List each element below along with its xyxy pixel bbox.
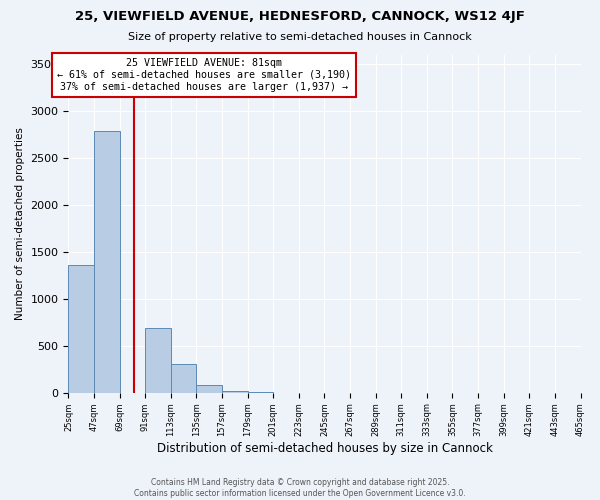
Bar	[196, 384, 222, 392]
Text: Contains HM Land Registry data © Crown copyright and database right 2025.
Contai: Contains HM Land Registry data © Crown c…	[134, 478, 466, 498]
Bar	[94, 131, 119, 392]
Bar	[222, 391, 248, 392]
Text: Size of property relative to semi-detached houses in Cannock: Size of property relative to semi-detach…	[128, 32, 472, 42]
Text: 25, VIEWFIELD AVENUE, HEDNESFORD, CANNOCK, WS12 4JF: 25, VIEWFIELD AVENUE, HEDNESFORD, CANNOC…	[75, 10, 525, 23]
Bar	[68, 265, 94, 392]
Text: 25 VIEWFIELD AVENUE: 81sqm
← 61% of semi-detached houses are smaller (3,190)
37%: 25 VIEWFIELD AVENUE: 81sqm ← 61% of semi…	[57, 58, 351, 92]
Bar	[171, 364, 196, 392]
X-axis label: Distribution of semi-detached houses by size in Cannock: Distribution of semi-detached houses by …	[157, 442, 493, 455]
Y-axis label: Number of semi-detached properties: Number of semi-detached properties	[15, 128, 25, 320]
Bar	[145, 328, 171, 392]
